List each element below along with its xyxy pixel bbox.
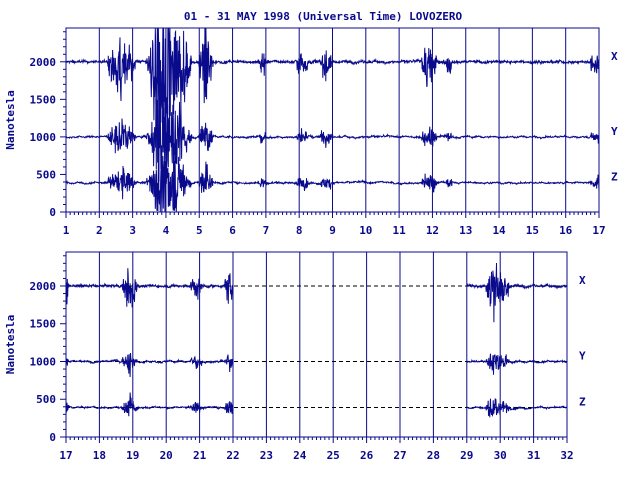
x-tick-label: 7 <box>263 224 270 237</box>
x-tick-label: 25 <box>327 449 340 462</box>
x-tick-label: 1 <box>63 224 70 237</box>
x-tick-label: 14 <box>492 224 506 237</box>
series-label-x: X <box>579 274 586 287</box>
x-tick-label: 9 <box>329 224 336 237</box>
series-label-x: X <box>611 50 618 63</box>
x-tick-label: 18 <box>93 449 106 462</box>
x-tick-label: 10 <box>359 224 372 237</box>
y-axis-label: Nanotesla <box>4 90 17 150</box>
series-label-z: Z <box>579 396 586 409</box>
x-tick-label: 20 <box>160 449 173 462</box>
y-tick-label: 500 <box>36 393 56 406</box>
series-line-y <box>65 352 234 378</box>
x-tick-label: 29 <box>460 449 473 462</box>
lower-panel: 17 18 19 20 21 22 23 24 25 26 27 28 29 30 31 32 0 500 1000… <box>4 251 586 462</box>
x-tick-label: 5 <box>196 224 203 237</box>
series-line-z <box>65 392 234 417</box>
x-tick-label: 22 <box>226 449 239 462</box>
series-label-z: Z <box>611 171 618 184</box>
x-tick-label: 11 <box>393 224 407 237</box>
y-tick-label: 1500 <box>30 318 57 331</box>
y-tick-label: 1000 <box>30 131 57 144</box>
x-tick-label: 21 <box>193 449 207 462</box>
y-tick-label: 1500 <box>30 93 57 106</box>
x-tick-label: 4 <box>163 224 170 237</box>
series-line-z <box>65 140 600 213</box>
x-tick-label: 17 <box>592 224 605 237</box>
series-line-x <box>65 268 234 308</box>
x-tick-label: 16 <box>559 224 573 237</box>
chart-title: 01 - 31 MAY 1998 (Universal Time) LOVOZE… <box>184 10 463 23</box>
y-axis-label: Nanotesla <box>4 315 17 375</box>
x-tick-label: 27 <box>393 449 406 462</box>
x-tick-label: 23 <box>260 449 273 462</box>
x-tick-label: 26 <box>360 449 374 462</box>
series-label-y: Y <box>611 125 618 138</box>
x-tick-label: 17 <box>59 449 72 462</box>
x-tick-label: 8 <box>296 224 303 237</box>
x-tick-label: 24 <box>293 449 307 462</box>
y-tick-label: 0 <box>49 431 56 444</box>
series-line-x <box>65 27 600 153</box>
x-tick-label: 32 <box>560 449 573 462</box>
x-tick-label: 28 <box>427 449 440 462</box>
y-tick-label: 2000 <box>30 56 57 69</box>
x-tick-label: 2 <box>96 224 103 237</box>
x-tick-label: 12 <box>426 224 439 237</box>
x-tick-label: 15 <box>526 224 539 237</box>
y-tick-label: 1000 <box>30 355 57 368</box>
upper-panel: 1 2 3 4 5 6 7 8 9 10 11 12 13 14 15 16 17050010001500200… <box>4 27 618 237</box>
x-tick-label: 6 <box>229 224 236 237</box>
series-line-y <box>466 353 568 375</box>
x-tick-label: 30 <box>494 449 507 462</box>
x-tick-label: 31 <box>527 449 541 462</box>
series-line-x <box>466 262 568 323</box>
series-line-z <box>466 398 568 418</box>
y-tick-label: 0 <box>49 206 56 219</box>
x-tick-label: 13 <box>459 224 472 237</box>
x-tick-label: 3 <box>129 224 136 237</box>
y-tick-label: 2000 <box>30 280 57 293</box>
x-tick-label: 19 <box>126 449 139 462</box>
y-tick-label: 500 <box>36 168 56 181</box>
series-label-y: Y <box>579 349 586 362</box>
series-line-y <box>65 97 600 182</box>
